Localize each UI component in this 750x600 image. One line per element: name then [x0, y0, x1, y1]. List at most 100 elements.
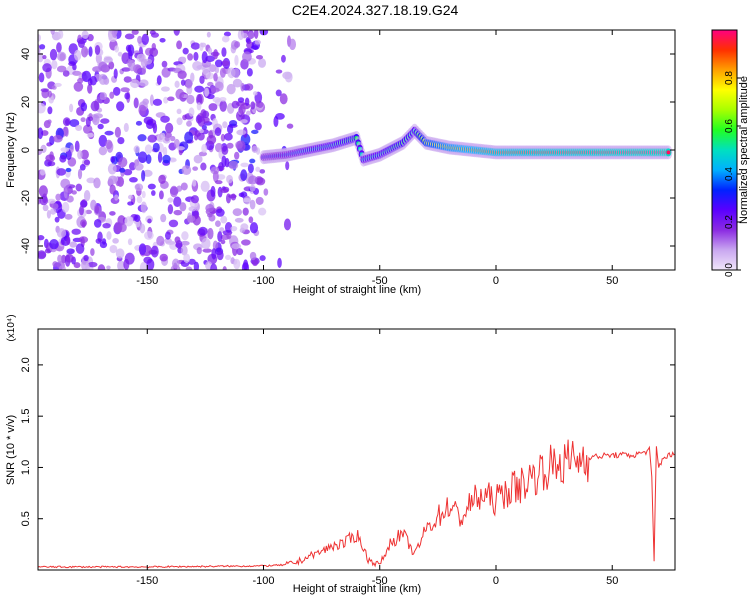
heatmap-cell — [251, 129, 259, 135]
heatmap-cell — [106, 265, 111, 270]
heatmap-cell — [211, 248, 217, 260]
ridge-core — [666, 150, 671, 155]
heatmap-cell — [205, 55, 215, 63]
heatmap-cell — [203, 116, 210, 124]
heatmap-cell — [177, 70, 187, 79]
heatmap-cell — [147, 218, 152, 224]
heatmap-cell — [194, 133, 199, 141]
heatmap-cell — [83, 159, 91, 166]
heatmap-cell — [80, 102, 88, 112]
heatmap-cell — [49, 239, 59, 250]
heatmap-cell — [208, 64, 217, 72]
heatmap-cell — [124, 33, 135, 40]
heatmap-cell — [85, 209, 92, 215]
heatmap-cell — [86, 177, 96, 184]
heatmap-cell — [242, 207, 249, 216]
colorbar: 0.0 0.2 0.4 0.6 0.8 Normalized spectral ampl… — [711, 29, 750, 277]
heatmap-cell — [283, 218, 292, 231]
heatmap-cell — [109, 91, 115, 99]
heatmap-cell — [124, 92, 130, 100]
heatmap-cell — [61, 201, 70, 213]
heatmap-cell — [108, 175, 118, 185]
heatmap-cell — [42, 63, 52, 73]
heatmap-cell — [99, 241, 108, 249]
heatmap-cell — [201, 51, 208, 64]
heatmap-cell — [38, 34, 42, 42]
heatmap-cell — [164, 134, 170, 142]
heatmap-cell — [85, 116, 91, 127]
heatmap-cell — [185, 266, 193, 270]
heatmap-cell — [62, 117, 71, 127]
heatmap-cell — [47, 106, 53, 115]
heatmap-cell — [196, 247, 202, 255]
heatmap-cell — [207, 47, 213, 55]
heatmap-cell — [161, 60, 168, 68]
heatmap-cell — [180, 79, 186, 86]
heatmap-cell — [139, 262, 148, 270]
heatmap-cell — [210, 87, 220, 93]
heatmap-cell — [222, 121, 228, 129]
heatmap-cell — [158, 174, 166, 184]
heatmap-cell — [223, 31, 232, 37]
heatmap-cell — [88, 46, 93, 57]
heatmap-cell — [46, 198, 56, 204]
heatmap-cell — [112, 86, 121, 96]
heatmap-cell — [229, 119, 238, 127]
heatmap-cell — [162, 154, 171, 164]
heatmap-cell — [114, 126, 121, 138]
heatmap-cell — [199, 128, 204, 134]
heatmap-cell — [224, 254, 232, 260]
heatmap-cell — [128, 59, 136, 72]
heatmap-cell — [83, 254, 89, 262]
figure-title: C2E4.2024.327.18.19.G24 — [292, 2, 459, 18]
heatmap-cell — [205, 204, 215, 213]
heatmap-cell — [240, 169, 248, 182]
heatmap-cell — [140, 201, 147, 214]
heatmap-cell — [80, 149, 89, 160]
heatmap-cell — [136, 195, 143, 204]
heatmap-cell — [227, 124, 234, 134]
heatmap-cell — [87, 261, 98, 268]
x-tick-label: -150 — [136, 575, 158, 587]
heatmap-cell — [285, 161, 290, 171]
heatmap-cell — [248, 175, 258, 185]
heatmap-cell — [226, 83, 236, 95]
x-tick-label: -100 — [252, 275, 274, 287]
heatmap-cell — [176, 40, 183, 50]
heatmap-cell — [247, 163, 254, 174]
heatmap-cell — [242, 51, 252, 63]
heatmap-cell — [225, 193, 231, 204]
spectrogram-y-ticks: -40 -20 0 20 40 — [20, 48, 675, 254]
heatmap-cell — [242, 197, 252, 203]
heatmap-cell — [134, 183, 144, 192]
heatmap-cell — [51, 60, 58, 70]
heatmap-cell — [109, 211, 116, 216]
heatmap-cell — [112, 30, 117, 39]
snr-frame — [37, 328, 676, 571]
heatmap-cell — [215, 220, 221, 228]
heatmap-cell — [220, 215, 228, 224]
heatmap-cell — [78, 236, 89, 244]
heatmap-cell — [64, 254, 74, 263]
heatmap-cell — [279, 93, 288, 105]
heatmap-cell — [165, 240, 176, 245]
heatmap-cell — [236, 129, 247, 136]
heatmap-cell — [156, 75, 162, 86]
heatmap-cell — [200, 162, 207, 171]
x-tick-label: 50 — [606, 575, 618, 587]
heatmap-cell — [123, 168, 133, 176]
heatmap-cell — [95, 238, 102, 244]
heatmap-cell — [56, 42, 62, 53]
heatmap-cell — [38, 235, 45, 241]
snr-clip-group — [38, 439, 675, 569]
heatmap-cell — [190, 72, 195, 83]
heatmap-cell — [221, 47, 227, 58]
heatmap-cell — [106, 231, 112, 240]
heatmap-cell — [73, 49, 82, 61]
heatmap-cell — [40, 144, 47, 154]
heatmap-cell — [275, 112, 285, 120]
heatmap-cell — [71, 228, 81, 235]
heatmap-cell — [255, 166, 261, 172]
heatmap-cell — [103, 56, 113, 63]
heatmap-cell — [66, 195, 74, 203]
